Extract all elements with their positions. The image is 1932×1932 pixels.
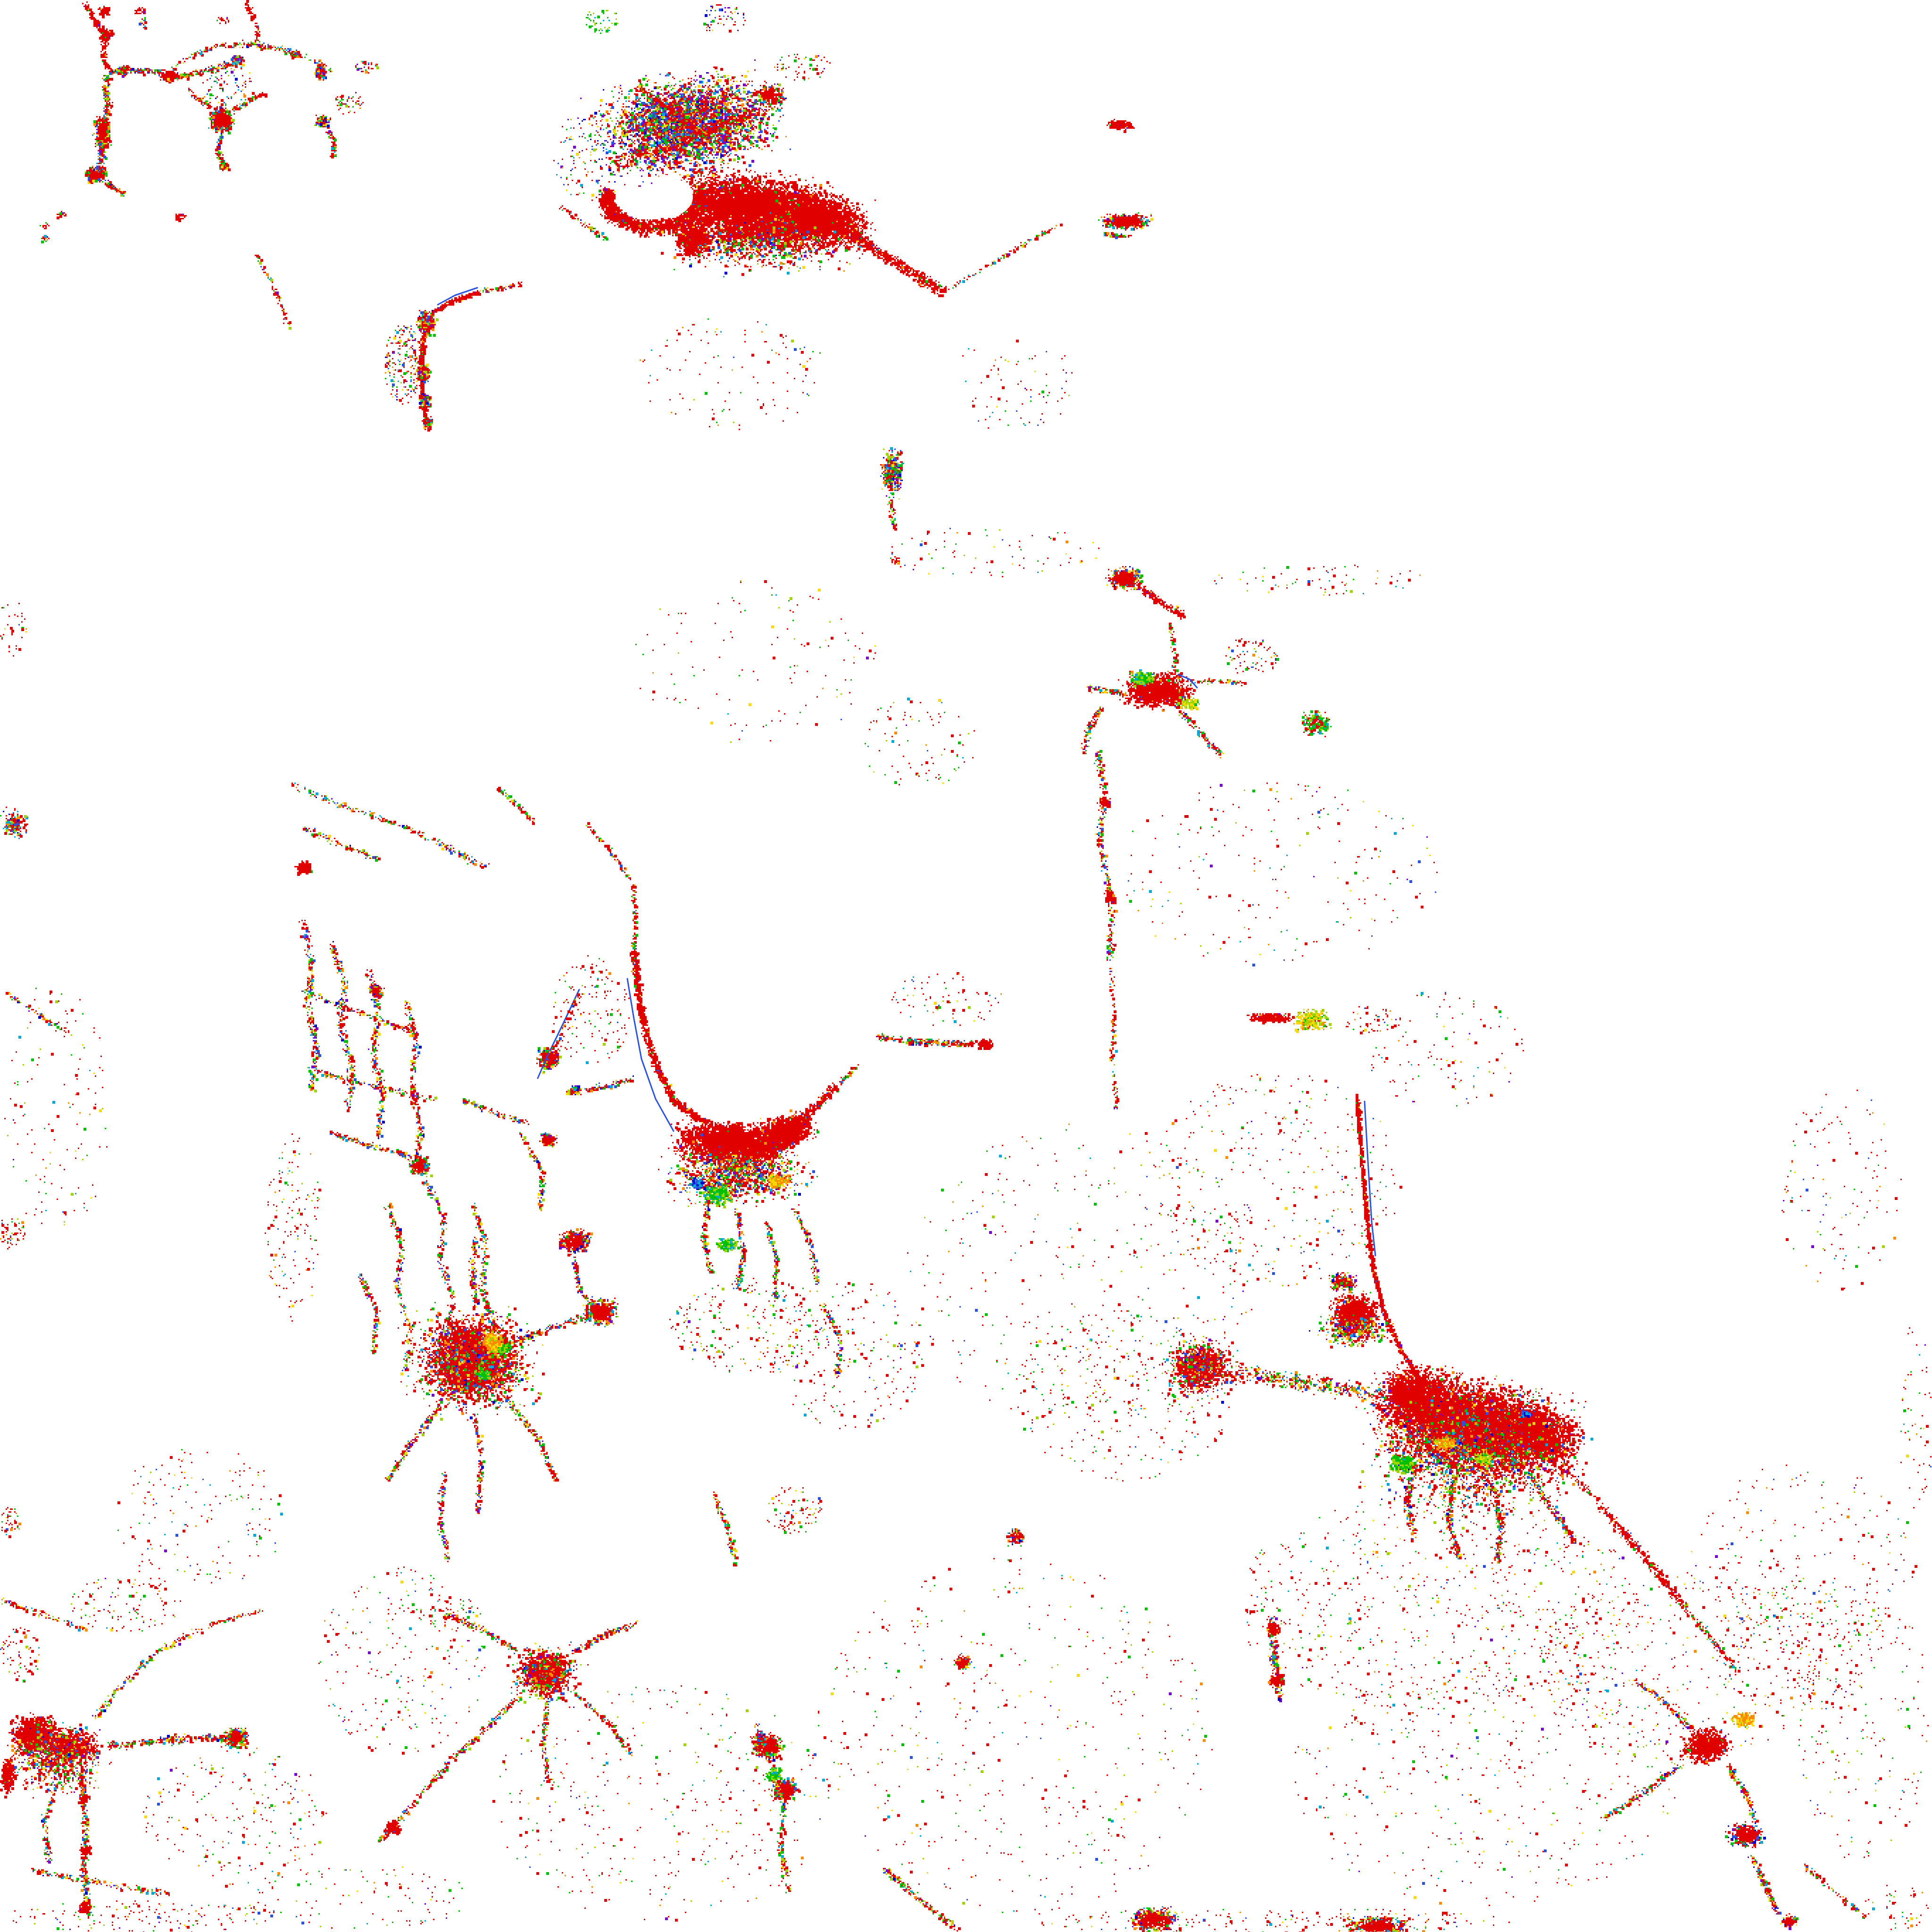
land-cover-raster-canvas xyxy=(0,0,1932,1932)
map-stage xyxy=(0,0,1932,1932)
